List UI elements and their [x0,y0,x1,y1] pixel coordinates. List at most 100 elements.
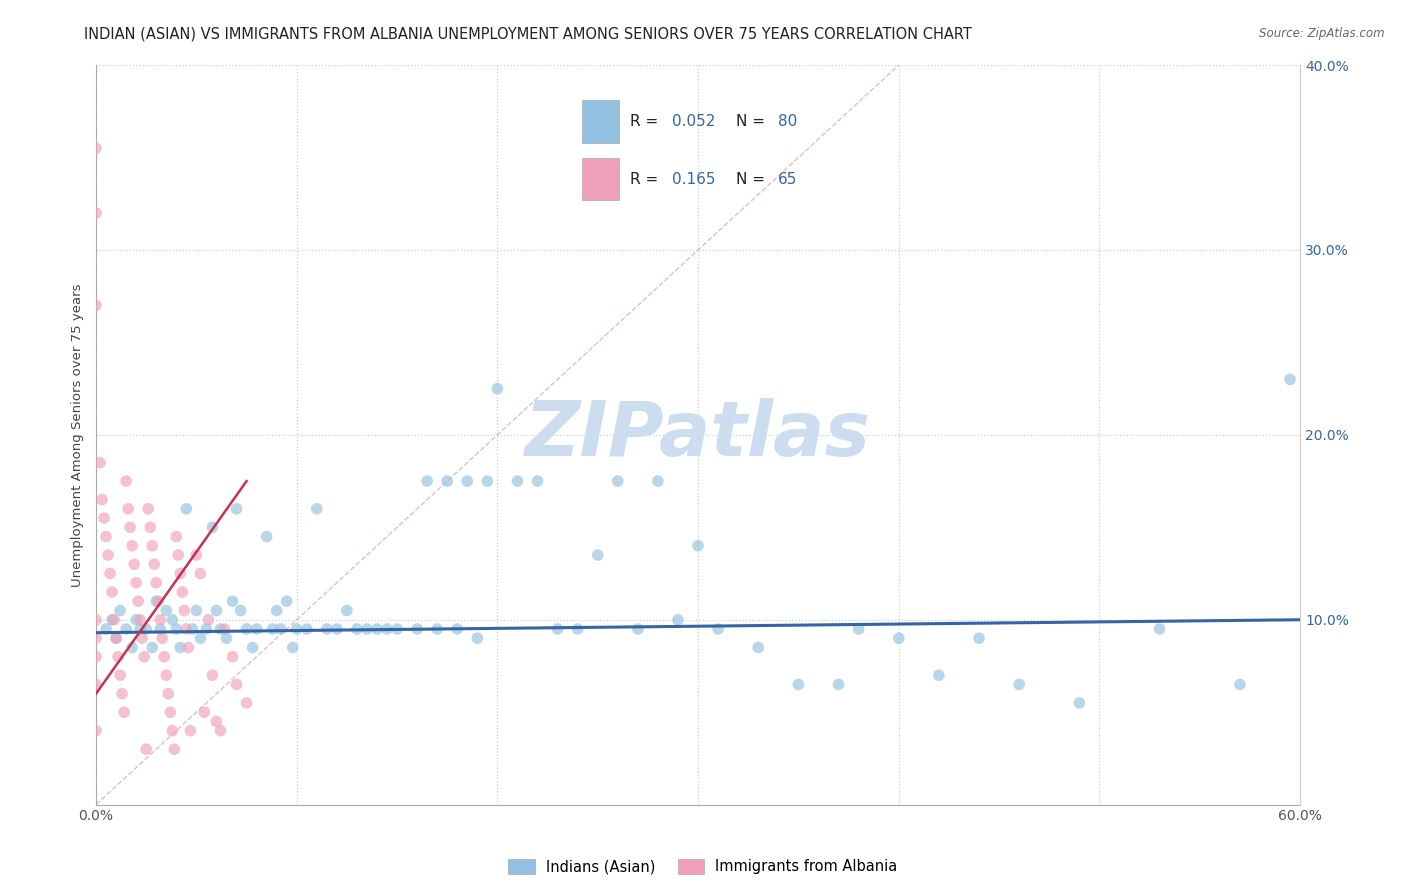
Point [135,622,157,636]
Point [84,649,107,664]
Point [84,298,107,312]
Point [172,585,194,599]
Point [209,723,232,738]
Point [181,622,204,636]
Point [186,548,208,562]
Point [305,501,328,516]
Point [125,613,148,627]
Point [262,622,284,636]
Point [326,622,349,636]
Point [1149,622,1171,636]
Point [456,474,478,488]
Point [285,622,308,636]
Point [567,622,589,636]
Point [84,632,107,646]
Point [105,632,128,646]
Point [506,474,529,488]
Point [84,723,107,738]
Point [131,632,153,646]
Point [366,622,388,636]
Point [385,622,408,636]
Point [179,723,201,738]
Text: Source: ZipAtlas.com: Source: ZipAtlas.com [1260,27,1385,40]
Point [145,575,167,590]
Point [465,632,488,646]
Point [84,677,107,691]
Point [887,632,910,646]
Point [201,668,224,682]
Point [627,622,650,636]
Point [346,622,368,636]
Point [155,668,177,682]
Point [84,613,107,627]
Point [150,632,173,646]
Point [84,206,107,220]
Legend: Indians (Asian), Immigrants from Albania: Indians (Asian), Immigrants from Albania [502,853,904,880]
Point [315,622,337,636]
Point [245,622,267,636]
Point [1008,677,1031,691]
Point [162,723,184,738]
Point [120,520,142,534]
Point [108,603,131,617]
Point [89,456,111,470]
Point [190,566,212,581]
Point [221,649,243,664]
Point [176,501,198,516]
Point [121,539,143,553]
Point [157,687,180,701]
Point [225,501,247,516]
Point [848,622,870,636]
Point [139,520,162,534]
Point [98,566,121,581]
Point [266,603,288,617]
Point [426,622,449,636]
Point [686,539,709,553]
Point [105,632,128,646]
Point [141,539,163,553]
Point [1279,372,1302,386]
Point [967,632,990,646]
Point [1229,677,1251,691]
Point [225,677,247,691]
Point [276,594,298,608]
Point [235,696,257,710]
Point [1069,696,1091,710]
Point [221,594,243,608]
Point [165,530,187,544]
Point [375,622,398,636]
Point [101,613,124,627]
Point [356,622,378,636]
Point [336,603,359,617]
Point [177,640,200,655]
Point [108,668,131,682]
Point [256,530,278,544]
Point [195,622,218,636]
Point [153,649,176,664]
Point [97,548,120,562]
Point [115,474,138,488]
Point [647,474,669,488]
Point [486,382,509,396]
Point [117,501,139,516]
Point [149,613,172,627]
Point [186,603,208,617]
Point [666,613,689,627]
Point [827,677,849,691]
Point [928,668,950,682]
Point [167,548,190,562]
Point [436,474,458,488]
Point [229,603,252,617]
Point [406,622,429,636]
Point [129,622,152,636]
Point [707,622,730,636]
Point [214,622,236,636]
Point [155,603,177,617]
Point [201,520,224,534]
Point [136,501,159,516]
Point [101,585,124,599]
Point [477,474,499,488]
Point [127,594,149,608]
Point [94,622,117,636]
Point [121,640,143,655]
